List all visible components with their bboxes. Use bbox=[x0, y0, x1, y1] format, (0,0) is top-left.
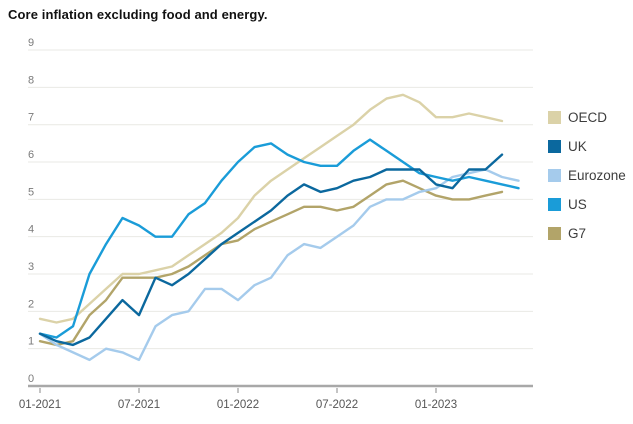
y-tick-label: 9 bbox=[28, 37, 34, 49]
y-gridlines bbox=[28, 49, 533, 388]
x-tick-label: 07-2022 bbox=[316, 399, 358, 411]
chart-legend: OECD UK Eurozone US G7 bbox=[548, 108, 626, 243]
x-tick-label: 01-2021 bbox=[19, 399, 61, 411]
legend-label: US bbox=[568, 197, 587, 212]
legend-label: UK bbox=[568, 139, 587, 154]
legend-label: G7 bbox=[568, 226, 587, 241]
legend-swatch-uk bbox=[548, 140, 561, 153]
y-tick-label: 1 bbox=[28, 336, 34, 348]
y-tick-label: 3 bbox=[28, 261, 34, 273]
series-line-eurozone bbox=[38, 168, 520, 362]
x-tick-label: 01-2022 bbox=[217, 399, 259, 411]
y-tick-label: 5 bbox=[28, 186, 34, 198]
legend-swatch-oecd bbox=[548, 111, 561, 124]
y-tick-label: 4 bbox=[28, 224, 34, 236]
series-line-us bbox=[38, 138, 520, 339]
legend-label: OECD bbox=[568, 110, 608, 125]
legend-swatch-eurozone bbox=[548, 169, 561, 182]
legend-item-uk: UK bbox=[548, 137, 626, 156]
legend-item-eurozone: Eurozone bbox=[548, 166, 626, 185]
legend-item-us: US bbox=[548, 195, 626, 214]
legend-item-oecd: OECD bbox=[548, 108, 626, 127]
y-tick-label: 7 bbox=[28, 112, 34, 124]
y-tick-label: 6 bbox=[28, 149, 34, 161]
y-axis-labels: 0 1 2 3 4 5 6 7 8 9 bbox=[28, 37, 34, 385]
legend-swatch-us bbox=[548, 198, 561, 211]
legend-label: Eurozone bbox=[568, 168, 626, 183]
x-axis: 01-2021 07-2021 01-2022 07-2022 01-2023 bbox=[19, 388, 457, 411]
legend-swatch-g7 bbox=[548, 227, 561, 240]
x-tick-label: 01-2023 bbox=[415, 399, 457, 411]
y-tick-label: 8 bbox=[28, 74, 34, 86]
chart-title: Core inflation excluding food and energy… bbox=[8, 7, 268, 22]
y-tick-label: 2 bbox=[28, 298, 34, 310]
series-line-g7 bbox=[38, 179, 504, 347]
series-line-oecd bbox=[38, 93, 504, 324]
y-tick-label: 0 bbox=[28, 373, 34, 385]
series-line-uk bbox=[38, 153, 504, 347]
legend-item-g7: G7 bbox=[548, 224, 626, 243]
x-tick-label: 07-2021 bbox=[118, 399, 160, 411]
